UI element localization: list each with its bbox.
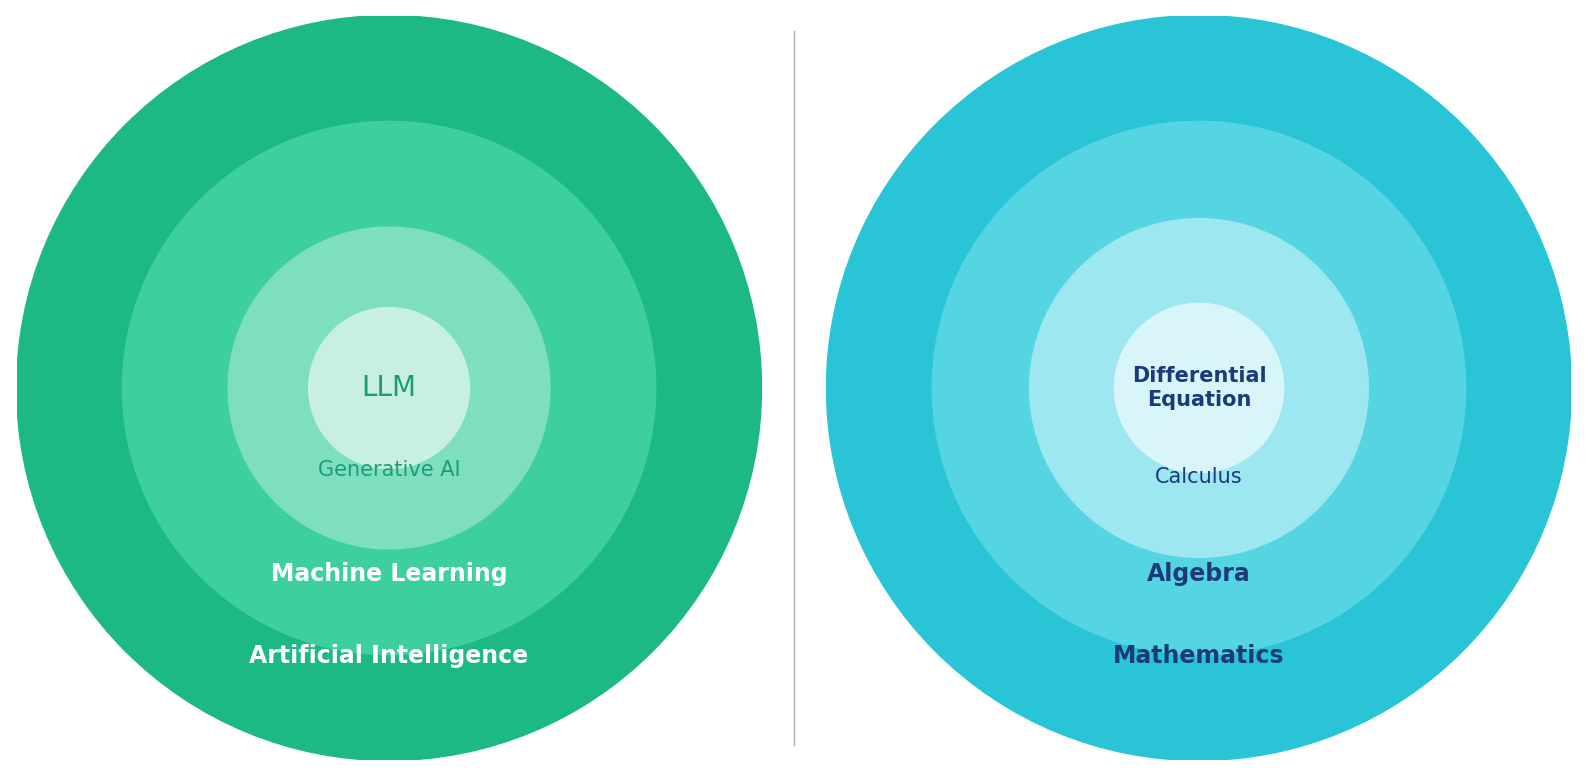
Circle shape (1029, 219, 1369, 557)
Text: Differential
Equation: Differential Equation (1132, 366, 1266, 410)
Text: Generative AI: Generative AI (318, 460, 461, 480)
Circle shape (308, 307, 470, 469)
Text: Calculus: Calculus (1154, 467, 1243, 487)
Text: LLM: LLM (362, 374, 416, 402)
Circle shape (229, 227, 549, 549)
Text: Mathematics: Mathematics (1113, 644, 1285, 668)
Circle shape (826, 16, 1572, 760)
Circle shape (122, 121, 656, 655)
Text: Algebra: Algebra (1147, 563, 1251, 586)
Circle shape (16, 16, 762, 760)
Circle shape (1115, 303, 1283, 473)
Circle shape (932, 121, 1466, 655)
Text: Machine Learning: Machine Learning (270, 563, 508, 586)
Text: Artificial Intelligence: Artificial Intelligence (249, 644, 529, 668)
